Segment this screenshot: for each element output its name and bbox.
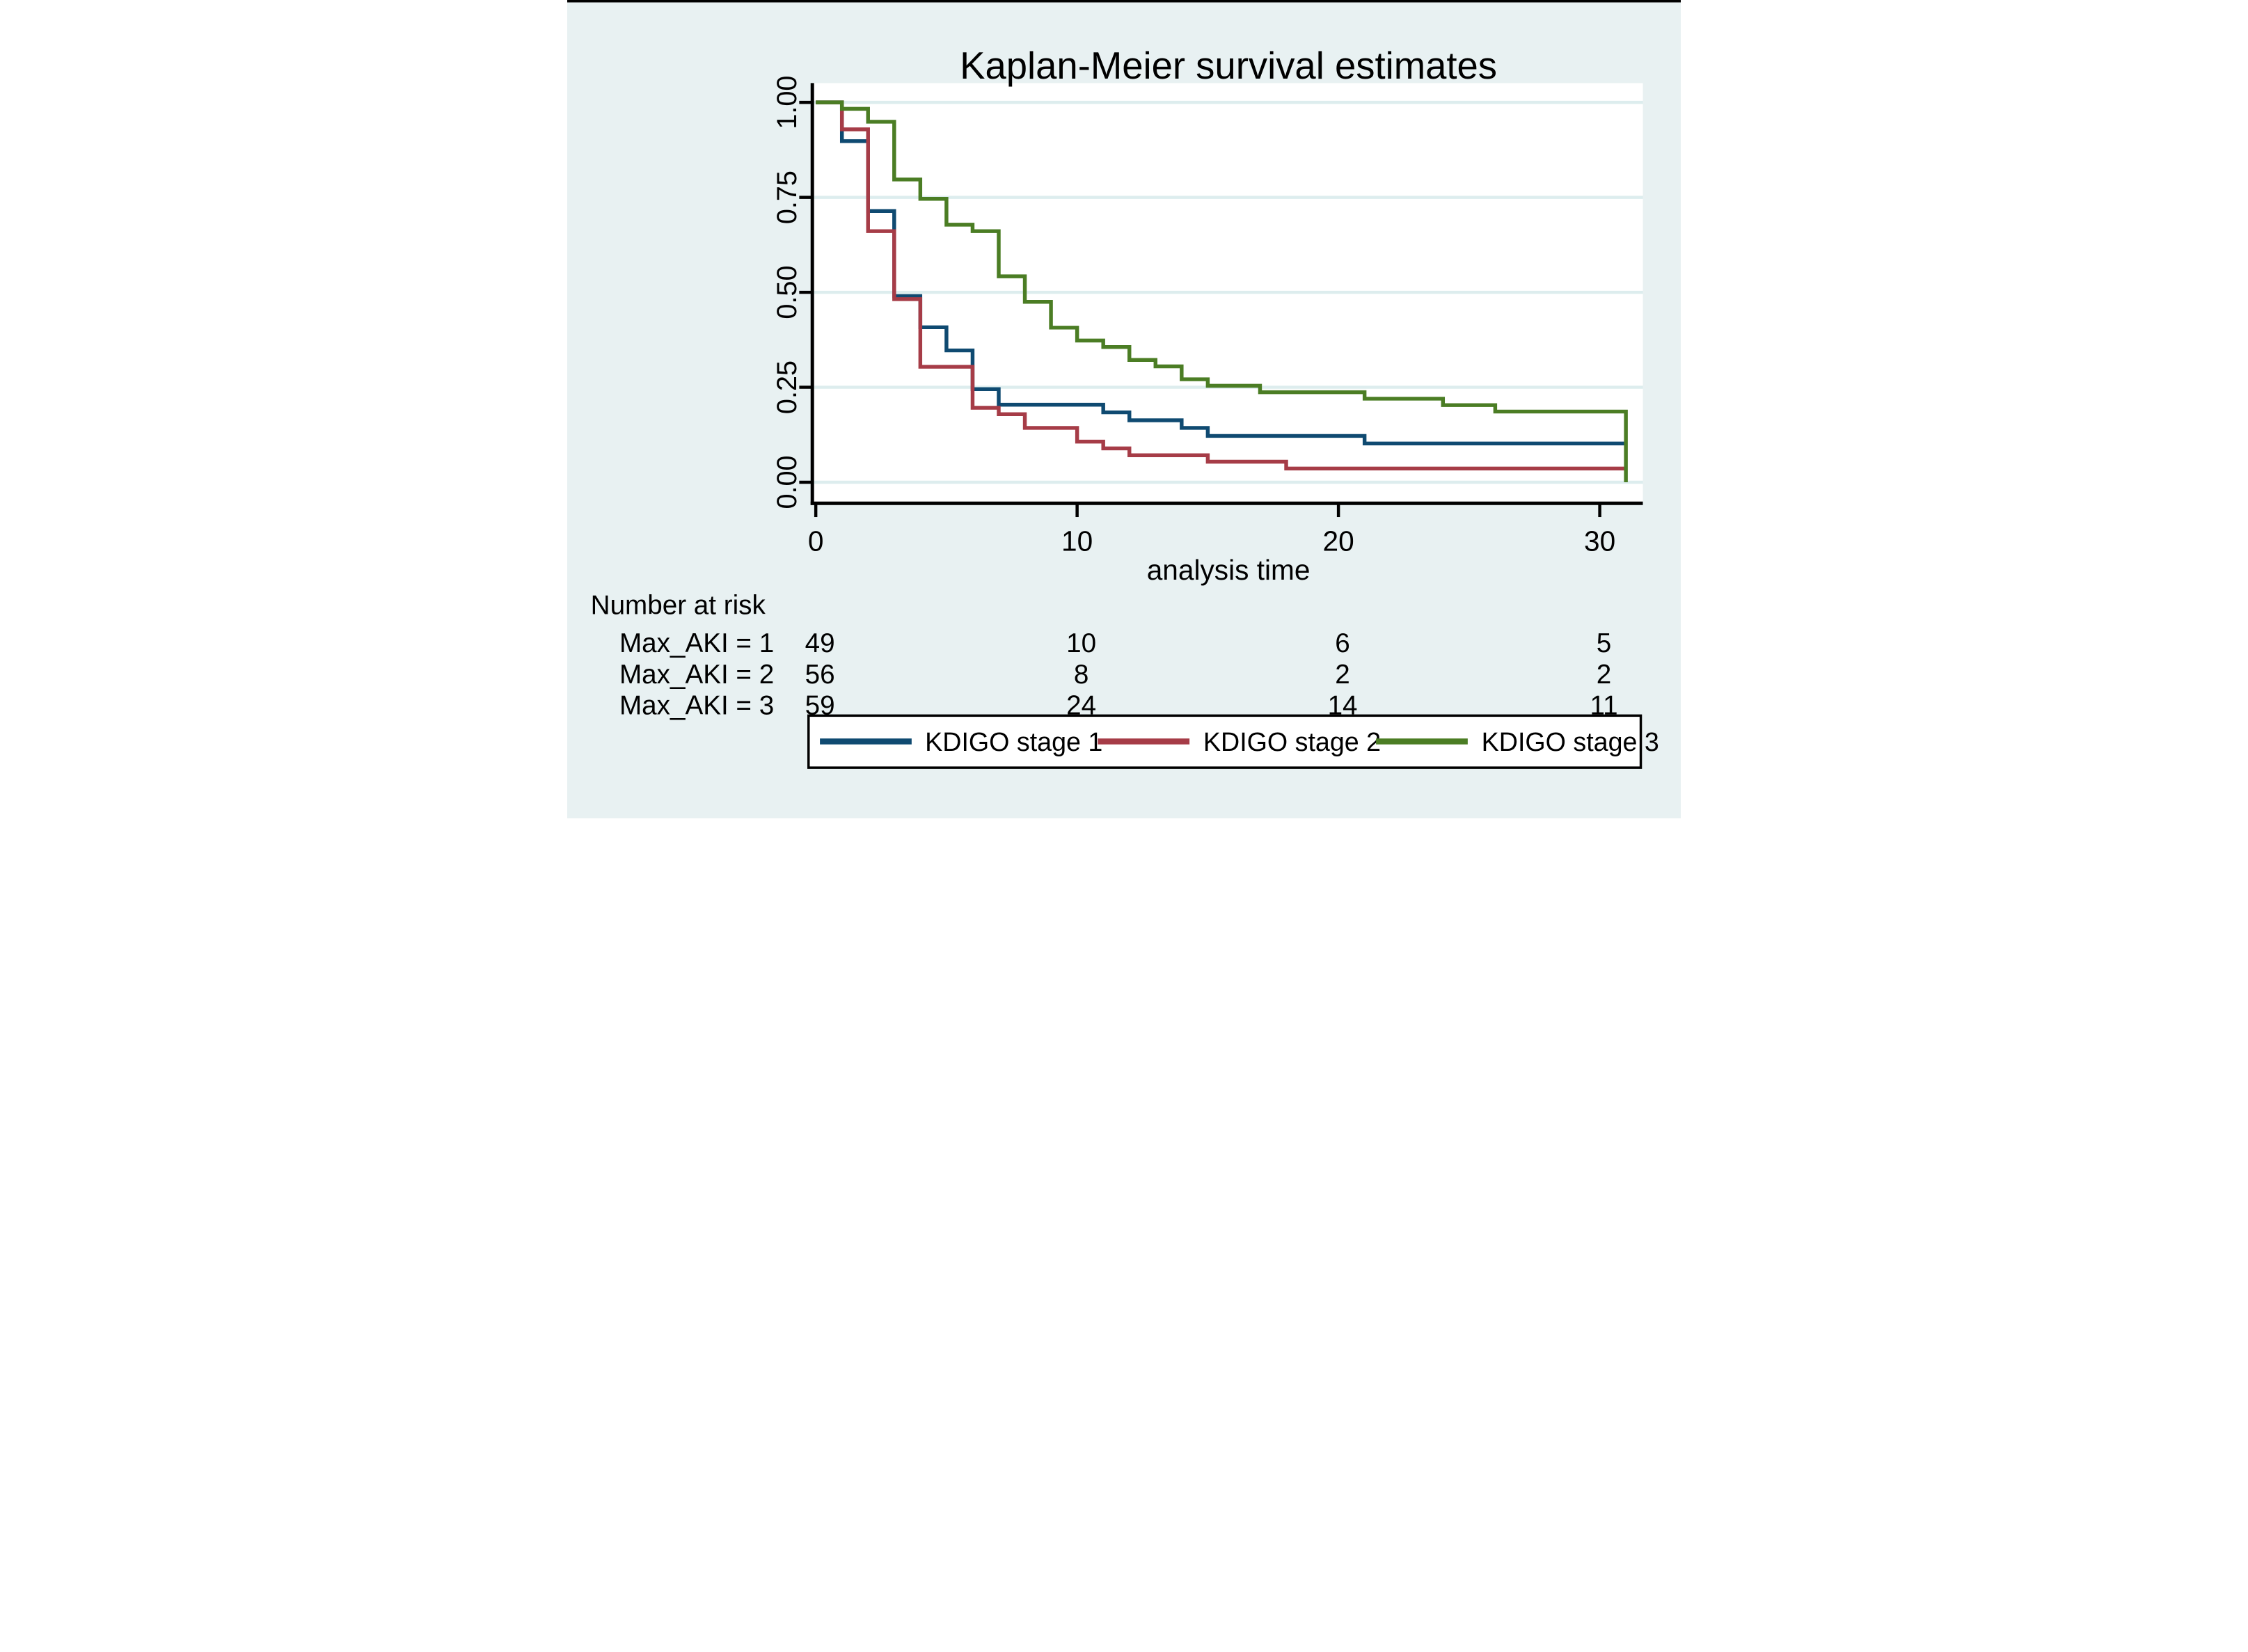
risk-table-header: Number at risk — [591, 591, 766, 621]
km-chart: 0.00 0.25 0.50 0.75 1.00 0 10 20 30 Kaplan-Meier… — [567, 0, 1681, 818]
km-curve-stage-3 — [816, 100, 1628, 482]
y-tick-label-0.50: 0.50 — [772, 266, 802, 319]
axis-ticks-and-labels: 0.00 0.25 0.50 0.75 1.00 0 10 20 30 — [772, 76, 1615, 557]
risk-row-label-1: Max_AKI = 1 — [619, 628, 774, 658]
km-curves — [816, 100, 1628, 482]
top-border — [567, 0, 1681, 3]
y-tick-label-0.75: 0.75 — [772, 170, 802, 224]
legend-box — [807, 714, 1643, 769]
y-tick-label-1.00: 1.00 — [772, 76, 802, 129]
legend-label-stage-3: KDIGO stage 3 — [1482, 727, 1659, 756]
chart-title: Kaplan-Meier survival estimates — [960, 45, 1497, 87]
km-curve-stage-2 — [816, 100, 1626, 471]
risk-count-row2-t10: 8 — [1074, 660, 1089, 690]
risk-table: Number at risk Max_AKI = 1 Max_AKI = 2 M… — [591, 591, 1618, 721]
x-axis-title: analysis time — [1147, 554, 1311, 586]
risk-count-row1-t20: 6 — [1335, 628, 1349, 658]
legend-label-stage-2: KDIGO stage 2 — [1203, 727, 1381, 756]
risk-count-row1-t0: 49 — [805, 628, 835, 658]
risk-count-row2-t20: 2 — [1335, 660, 1349, 690]
km-curve-stage-1 — [816, 100, 1626, 446]
y-tick-label-0.00: 0.00 — [772, 455, 802, 509]
risk-row-label-2: Max_AKI = 2 — [619, 660, 774, 690]
x-tick-label-0: 0 — [808, 525, 824, 557]
risk-count-row1-t10: 10 — [1066, 628, 1096, 658]
y-tick-label-0.25: 0.25 — [772, 360, 802, 414]
x-tick-label-10: 10 — [1061, 525, 1093, 557]
legend: KDIGO stage 1 KDIGO stage 2 KDIGO stage … — [807, 714, 1659, 769]
risk-count-row2-t0: 56 — [805, 660, 835, 690]
gridlines — [813, 100, 1643, 484]
risk-count-row2-t30: 2 — [1597, 660, 1611, 690]
km-figure: 0.00 0.25 0.50 0.75 1.00 0 10 20 30 Kaplan-Meier… — [567, 0, 1681, 818]
risk-row-label-3: Max_AKI = 3 — [619, 690, 774, 720]
x-tick-label-20: 20 — [1323, 525, 1354, 557]
x-tick-label-30: 30 — [1584, 525, 1615, 557]
risk-count-row1-t30: 5 — [1597, 628, 1611, 658]
legend-label-stage-1: KDIGO stage 1 — [925, 727, 1102, 756]
